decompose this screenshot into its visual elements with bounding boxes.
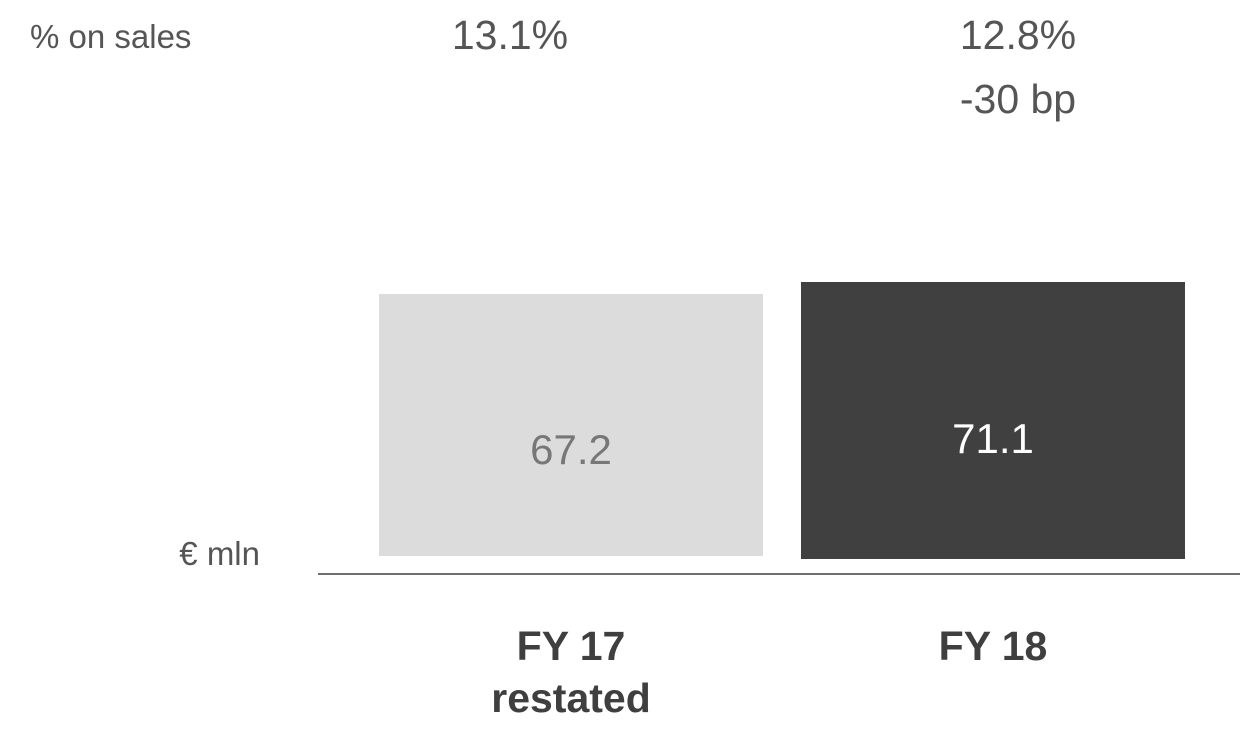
- pct-on-sales-fy18: 12.8%: [959, 12, 1077, 58]
- pct-on-sales-fy17: 13.1%: [451, 12, 569, 58]
- category-label-fy17: FY 17 restated: [421, 620, 721, 724]
- bar-value-label-fy17: 67.2: [530, 426, 612, 473]
- bar-value-label-fy18: 71.1: [952, 414, 1034, 462]
- category-label-fy17-line1: FY 17: [516, 623, 626, 669]
- pct-on-sales-label: % on sales: [30, 18, 192, 55]
- bar-fy18: 71.1: [801, 282, 1185, 559]
- unit-label: € mln: [179, 535, 260, 572]
- category-label-fy18: FY 18: [843, 620, 1143, 672]
- x-axis-line: [318, 573, 1240, 575]
- pct-change: -30 bp: [959, 76, 1077, 122]
- category-label-fy18-line1: FY 18: [938, 623, 1048, 669]
- category-label-fy17-line2: restated: [491, 675, 651, 721]
- bar-fy17: 67.2: [379, 294, 763, 556]
